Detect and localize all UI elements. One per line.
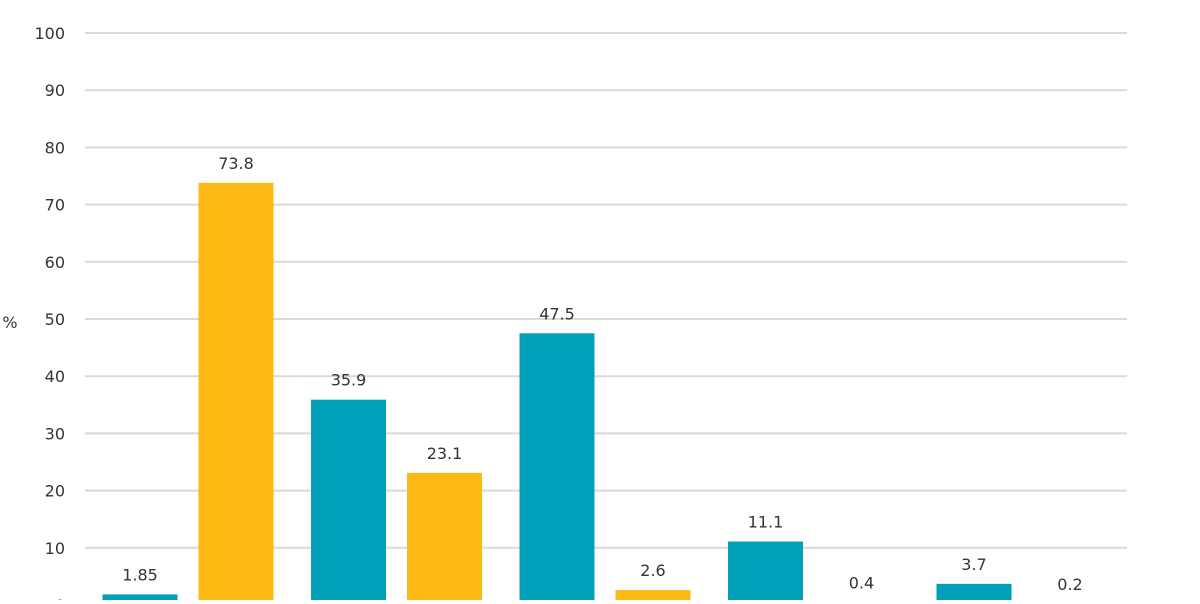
value-labels: 1.85 73.8 35.9 23.1 47.5 2.6 11.1 0.4 3.7 0.2	[122, 154, 1083, 594]
y-tick-label: 90	[45, 81, 65, 100]
y-tick-label: 30	[45, 424, 65, 443]
y-tick-label: 50	[45, 310, 65, 329]
y-tick-label: 40	[45, 367, 65, 386]
bar	[519, 333, 595, 604]
value-label: 0.2	[1057, 575, 1082, 594]
y-tick-label: 80	[45, 138, 65, 157]
value-label: 23.1	[427, 444, 463, 463]
value-label: 3.7	[961, 555, 986, 574]
value-label: 35.9	[331, 371, 367, 390]
value-label: 1.85	[122, 565, 158, 584]
y-tick-label: 60	[45, 253, 65, 272]
y-tick-label: 70	[45, 196, 65, 215]
value-label: 0.4	[849, 574, 874, 593]
y-axis-ticks: 0 10 20 30 40 50 60 70 80 90 100	[34, 24, 65, 604]
y-tick-label: 0	[55, 596, 65, 600]
bars	[102, 182, 1108, 604]
value-label: 11.1	[748, 513, 784, 532]
y-axis-label: %	[2, 313, 17, 332]
bar	[311, 399, 386, 604]
value-label: 73.8	[218, 154, 254, 173]
bar	[198, 182, 274, 604]
bar	[728, 541, 803, 604]
value-label: 2.6	[640, 561, 665, 580]
y-tick-label: 10	[45, 539, 65, 558]
value-label: 47.5	[539, 304, 575, 323]
y-tick-label: 100	[34, 24, 65, 43]
bar	[615, 590, 691, 604]
y-tick-label: 20	[45, 482, 65, 501]
bar	[102, 594, 178, 604]
bar	[936, 583, 1012, 604]
bar	[407, 472, 482, 604]
